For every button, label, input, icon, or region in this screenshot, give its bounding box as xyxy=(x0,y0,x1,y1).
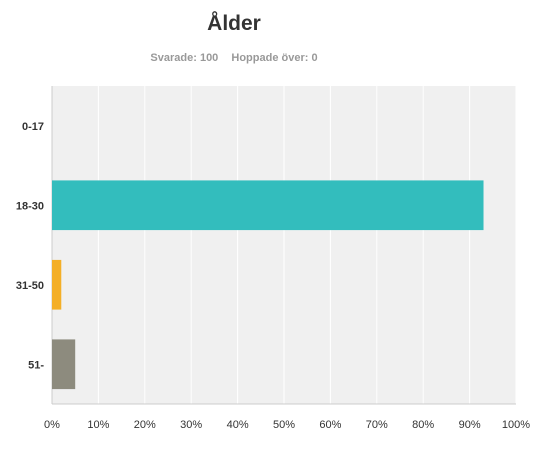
bar-18-30 xyxy=(52,180,484,231)
x-tick-label: 90% xyxy=(459,419,481,431)
skipped-count: Hoppade över: 0 xyxy=(231,52,318,64)
category-label: 0-17 xyxy=(22,121,44,133)
answered-count: Svarade: 100 xyxy=(150,52,219,64)
category-label: 18-30 xyxy=(16,200,44,212)
bar-31-50 xyxy=(52,259,62,310)
response-stats: Svarade: 100 Hoppade över: 0 xyxy=(0,52,468,64)
x-tick-label: 70% xyxy=(366,419,388,431)
x-tick-label: 10% xyxy=(87,419,109,431)
x-tick-label: 0% xyxy=(44,419,60,431)
x-tick-label: 60% xyxy=(319,419,341,431)
category-label: 31-50 xyxy=(16,280,44,292)
bar-51- xyxy=(52,339,76,390)
x-tick-label: 20% xyxy=(134,419,156,431)
x-tick-label: 30% xyxy=(180,419,202,431)
x-tick-label: 40% xyxy=(227,419,249,431)
chart-title: Ålder xyxy=(207,12,261,35)
category-label: 51- xyxy=(28,359,44,371)
x-tick-label: 100% xyxy=(502,419,530,431)
x-tick-label: 80% xyxy=(412,419,434,431)
x-tick-label: 50% xyxy=(273,419,295,431)
